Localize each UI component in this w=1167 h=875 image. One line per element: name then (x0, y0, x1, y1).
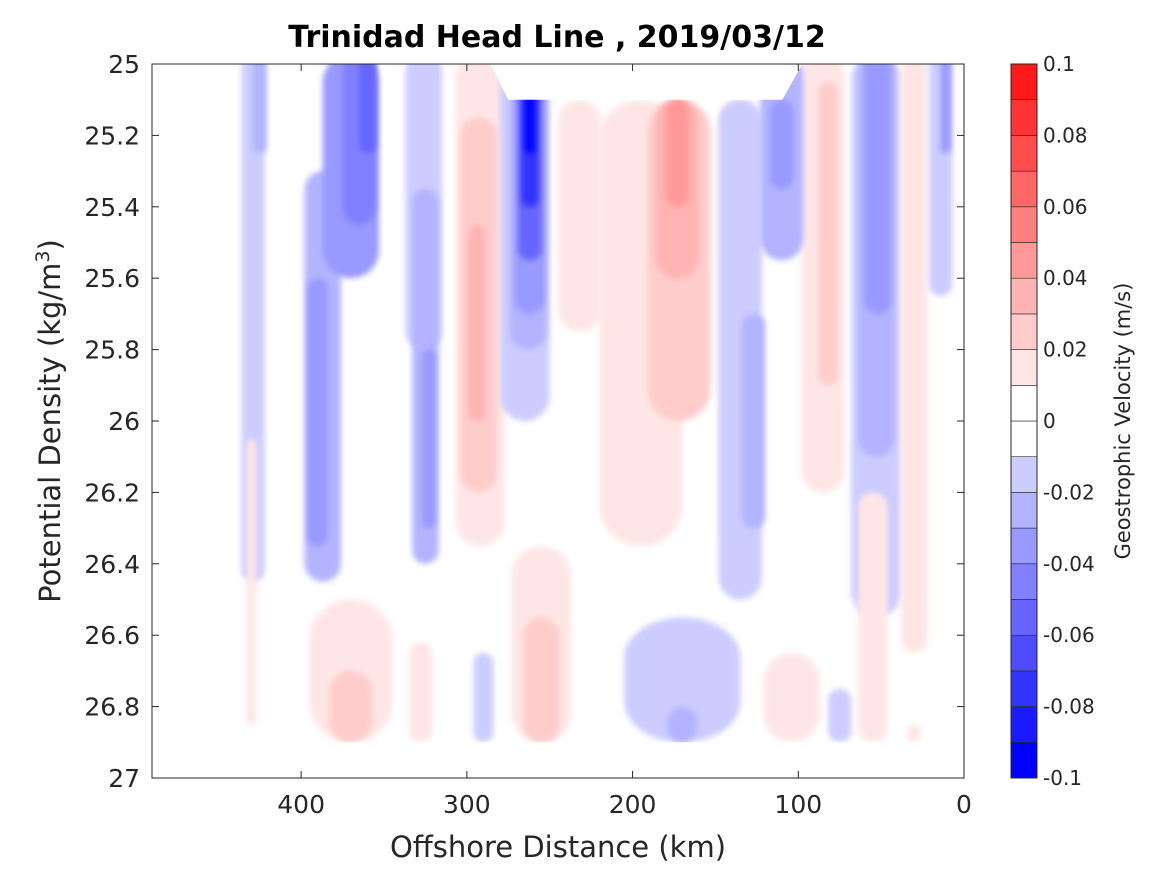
contour-band (408, 642, 433, 743)
contour-band (857, 492, 888, 743)
y-tick-label: 26 (108, 407, 140, 436)
colorbar-frame (1010, 63, 1038, 779)
contour-band (763, 653, 820, 743)
colorbar-swatch (1010, 456, 1038, 493)
y-tick-label: 25.2 (84, 121, 140, 150)
colorbar-label: Geostrophic Velocity (m/s) (1111, 283, 1135, 560)
y-tick-label: 25.8 (84, 336, 140, 365)
contour-band (864, 64, 892, 314)
y-tick-label: 26.2 (84, 478, 140, 507)
y-tick-label: 26.6 (84, 621, 140, 650)
contour-band (523, 617, 560, 743)
unsampled-bottom (152, 742, 964, 778)
colorbar-swatch (1010, 313, 1038, 350)
colorbar-swatch (1010, 741, 1038, 779)
colorbar-swatch (1010, 206, 1038, 243)
chart-title: Trinidad Head Line , 2019/03/12 (288, 20, 825, 55)
colorbar-tick-label: -0.08 (1043, 695, 1095, 719)
y-tick-label: 25.6 (84, 264, 140, 293)
contour-band (359, 64, 376, 154)
y-tick-label: 25.4 (84, 193, 140, 222)
colorbar-tick-label: 0 (1043, 409, 1056, 433)
colorbar-swatch (1010, 349, 1038, 386)
contour-band (307, 278, 328, 546)
colorbar-tick-label: 0.06 (1043, 195, 1088, 219)
contour-band (907, 724, 921, 743)
contour-band (329, 670, 373, 743)
colorbar-tick-label: -0.1 (1043, 766, 1082, 790)
colorbar-tick-label: 0.08 (1043, 123, 1088, 147)
colorbar-swatch (1010, 277, 1038, 315)
colorbar: -0.1 -0.08 -0.06 -0.04 -0.02 0 0.02 0.04 0.06 0.0… (1010, 52, 1095, 790)
colorbar-swatch (1010, 670, 1038, 707)
colorbar-tick-label: 0.04 (1043, 266, 1088, 290)
contour-band (246, 438, 257, 725)
contour-band (665, 99, 689, 207)
colorbar-tick-label: -0.02 (1043, 480, 1095, 504)
contour-band (667, 706, 698, 743)
colorbar-swatch (1010, 527, 1038, 565)
colorbar-tick-label: -0.04 (1043, 552, 1095, 576)
colorbar-swatch (1010, 634, 1038, 672)
colorbar-swatch (1010, 384, 1038, 422)
colorbar-tick-label: 0.02 (1043, 338, 1088, 362)
x-axis: 400 300 200 100 0 (277, 64, 972, 819)
colorbar-swatch (1010, 492, 1038, 529)
velocity-contours (152, 64, 964, 778)
y-tick-label: 26.4 (84, 550, 140, 579)
contour-band (741, 313, 766, 529)
x-tick-label: 100 (774, 790, 822, 819)
colorbar-swatch (1010, 706, 1038, 743)
y-axis-label-superscript: 3 (32, 250, 54, 262)
y-axis-label: Potential Density (kg/m3) (32, 239, 67, 603)
contour-band (770, 99, 794, 189)
colorbar-swatch (1010, 599, 1038, 636)
contour-band (818, 81, 839, 386)
y-axis-label-main: Potential Density (kg/m (33, 263, 67, 603)
colorbar-swatch (1010, 99, 1038, 136)
no-data-polygon (490, 64, 803, 100)
colorbar-swatch (1010, 135, 1038, 172)
colorbar-swatch (1010, 170, 1038, 208)
colorbar-swatch (1010, 420, 1038, 458)
no-data-region (490, 64, 803, 100)
x-tick-label: 0 (956, 790, 972, 819)
unsampled-offshore (152, 64, 235, 778)
contour-band (624, 617, 741, 743)
y-axis-label-close: ) (33, 239, 67, 250)
x-tick-label: 300 (443, 790, 491, 819)
x-tick-label: 400 (277, 790, 325, 819)
contour-band (901, 64, 928, 653)
colorbar-swatch (1010, 63, 1038, 101)
colorbar-tick-label: 0.1 (1043, 52, 1075, 76)
y-tick-label: 26.8 (84, 693, 140, 722)
contour-band (828, 688, 852, 743)
contour-band (940, 64, 951, 154)
y-tick-label: 27 (108, 764, 140, 793)
colorbar-tick-label: -0.06 (1043, 623, 1095, 647)
contour-band (558, 99, 602, 332)
contour-band (422, 349, 436, 529)
x-axis-label: Offshore Distance (km) (390, 830, 726, 864)
colorbar-swatch (1010, 563, 1038, 600)
contour-band (473, 653, 494, 743)
contour-band (468, 224, 486, 421)
contour-band (253, 64, 267, 154)
x-tick-label: 200 (609, 790, 657, 819)
y-tick-label: 25 (108, 50, 140, 79)
colorbar-swatch (1010, 242, 1038, 279)
y-axis: 25 25.2 25.4 25.6 25.8 26 26.2 26.4 26.6 26.8 27 (84, 50, 964, 793)
